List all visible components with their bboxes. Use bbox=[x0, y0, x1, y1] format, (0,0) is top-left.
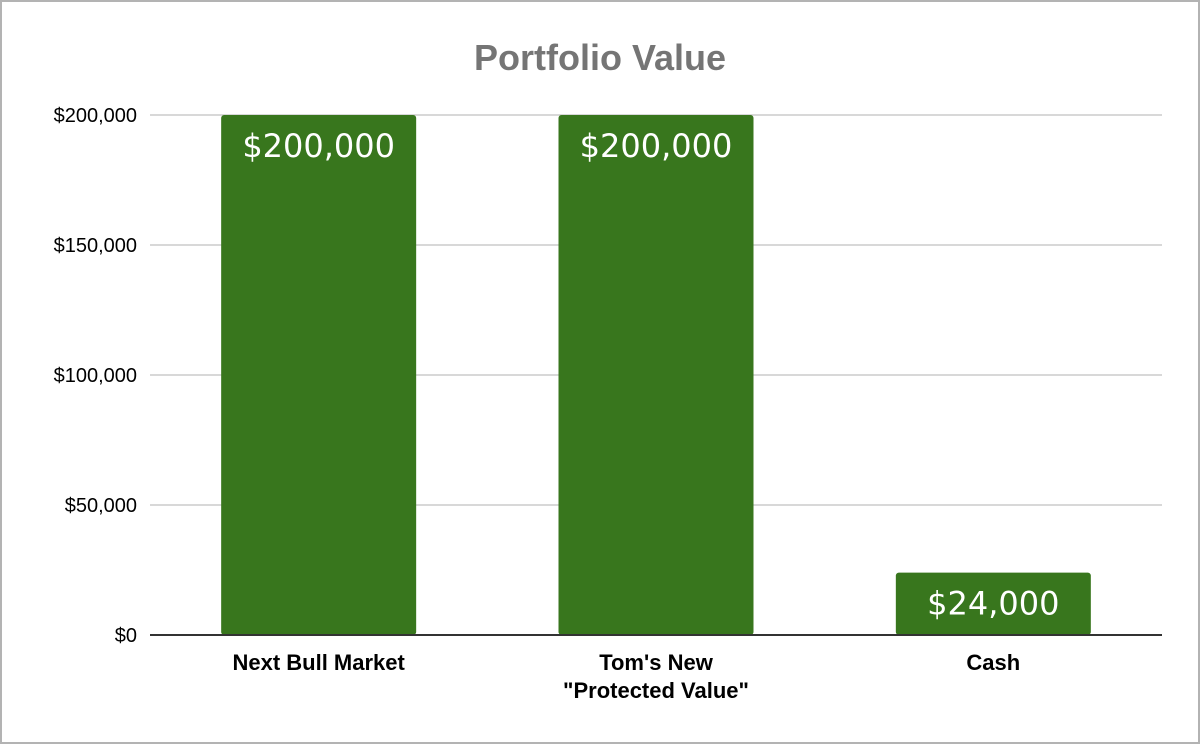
chart-title: Portfolio Value bbox=[474, 37, 726, 78]
bar bbox=[558, 115, 754, 635]
x-tick-label: Cash bbox=[966, 650, 1020, 675]
x-tick-label: Tom's New bbox=[599, 650, 714, 675]
data-label: $200,000 bbox=[580, 127, 733, 165]
y-tick-label: $0 bbox=[115, 625, 137, 647]
data-label: $200,000 bbox=[242, 127, 395, 165]
y-tick-label: $100,000 bbox=[54, 365, 137, 387]
y-tick-label: $150,000 bbox=[54, 235, 137, 257]
bar bbox=[895, 572, 1091, 635]
x-tick-label: Next Bull Market bbox=[232, 650, 405, 675]
y-tick-label: $50,000 bbox=[65, 495, 137, 517]
bars: $200,000 $200,000 $24,000 bbox=[221, 115, 1091, 635]
data-label: $24,000 bbox=[927, 585, 1059, 623]
y-tick-label: $200,000 bbox=[54, 105, 137, 127]
x-tick-label: "Protected Value" bbox=[563, 678, 749, 703]
bar bbox=[221, 115, 417, 635]
y-axis-ticks: $0 $50,000 $100,000 $150,000 $200,000 bbox=[54, 105, 137, 647]
x-axis-ticks: Next Bull Market Tom's New "Protected Valu… bbox=[232, 650, 1020, 703]
